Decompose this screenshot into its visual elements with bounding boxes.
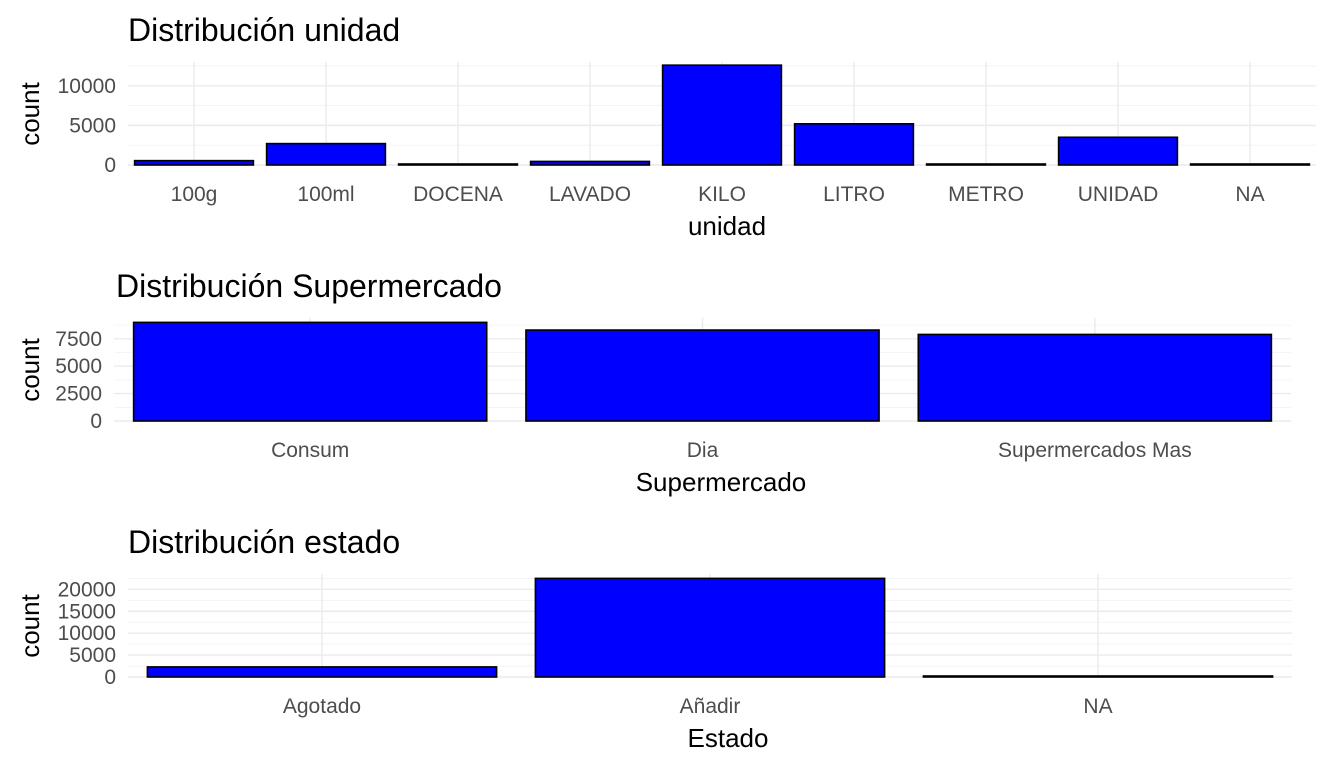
x-tick-label: KILO bbox=[698, 183, 746, 206]
bar-na bbox=[922, 675, 1274, 678]
y-tick-label: 5000 bbox=[69, 114, 116, 137]
x-tick-label: NA bbox=[1235, 183, 1264, 206]
x-axis-title: Supermercado bbox=[636, 467, 807, 497]
bar-a-adir bbox=[534, 577, 886, 678]
bar-consum bbox=[132, 321, 488, 422]
y-tick-label: 10000 bbox=[58, 622, 116, 645]
x-tick-label: Dia bbox=[687, 439, 719, 462]
y-tick-label: 15000 bbox=[58, 600, 116, 623]
y-tick-label: 10000 bbox=[58, 75, 116, 98]
chart-title: Distribución unidad bbox=[128, 12, 400, 48]
x-tick-label: Consum bbox=[271, 439, 349, 462]
bar-kilo bbox=[661, 64, 783, 166]
x-tick-label: LITRO bbox=[823, 183, 885, 206]
bar-metro bbox=[925, 163, 1047, 166]
bar-lavado bbox=[529, 160, 651, 166]
x-tick-label: Agotado bbox=[283, 695, 361, 718]
panel-supermercado: Distribución Supermercado 0 2500 5000 7500 C… bbox=[15, 268, 1291, 497]
bar-100g bbox=[133, 159, 255, 166]
x-axis-title: Estado bbox=[688, 723, 769, 753]
bar-litro bbox=[793, 123, 915, 166]
x-tick-label: UNIDAD bbox=[1078, 183, 1159, 206]
x-tick-label: NA bbox=[1083, 695, 1112, 718]
x-tick-label: Añadir bbox=[680, 695, 741, 718]
x-tick-label: METRO bbox=[948, 183, 1024, 206]
bar-supermercados-mas bbox=[917, 333, 1273, 422]
plot-area: 0 2500 5000 7500 Consum Dia Supermercados Mas bbox=[55, 318, 1291, 462]
y-tick-label: 0 bbox=[104, 154, 116, 177]
x-tick-label: Supermercados Mas bbox=[998, 439, 1192, 462]
plot-area: 0 5000 10000 100g 100ml DOCENA LAVADO KILO LITRO… bbox=[58, 62, 1316, 206]
chart-title: Distribución Supermercado bbox=[116, 268, 502, 304]
chart-title: Distribución estado bbox=[128, 524, 400, 560]
y-tick-label: 0 bbox=[90, 410, 102, 433]
y-tick-label: 5000 bbox=[69, 644, 116, 667]
y-tick-label: 5000 bbox=[55, 355, 102, 378]
x-axis-title: unidad bbox=[688, 211, 766, 241]
x-tick-label: LAVADO bbox=[549, 183, 631, 206]
bar-100ml bbox=[265, 142, 387, 166]
x-tick-label: 100g bbox=[171, 183, 218, 206]
x-tick-label: 100ml bbox=[297, 183, 354, 206]
y-tick-label: 2500 bbox=[55, 383, 102, 406]
y-axis-title: count bbox=[15, 337, 45, 401]
x-tick-label: DOCENA bbox=[413, 183, 503, 206]
panel-unidad: Distribución unidad 0 5000 10000 100g 100ml D… bbox=[15, 12, 1316, 241]
bar-docena bbox=[397, 163, 519, 166]
bar-dia bbox=[525, 329, 880, 422]
y-tick-label: 0 bbox=[104, 666, 116, 689]
y-tick-label: 7500 bbox=[55, 328, 102, 351]
bar-agotado bbox=[146, 666, 498, 678]
y-axis-title: count bbox=[15, 81, 45, 145]
panel-estado: Distribución estado 05000100001500020000… bbox=[15, 524, 1292, 753]
bar-unidad bbox=[1057, 136, 1179, 166]
y-axis-title: count bbox=[15, 593, 45, 657]
bar-na bbox=[1189, 163, 1311, 166]
y-tick-label: 20000 bbox=[58, 578, 116, 601]
